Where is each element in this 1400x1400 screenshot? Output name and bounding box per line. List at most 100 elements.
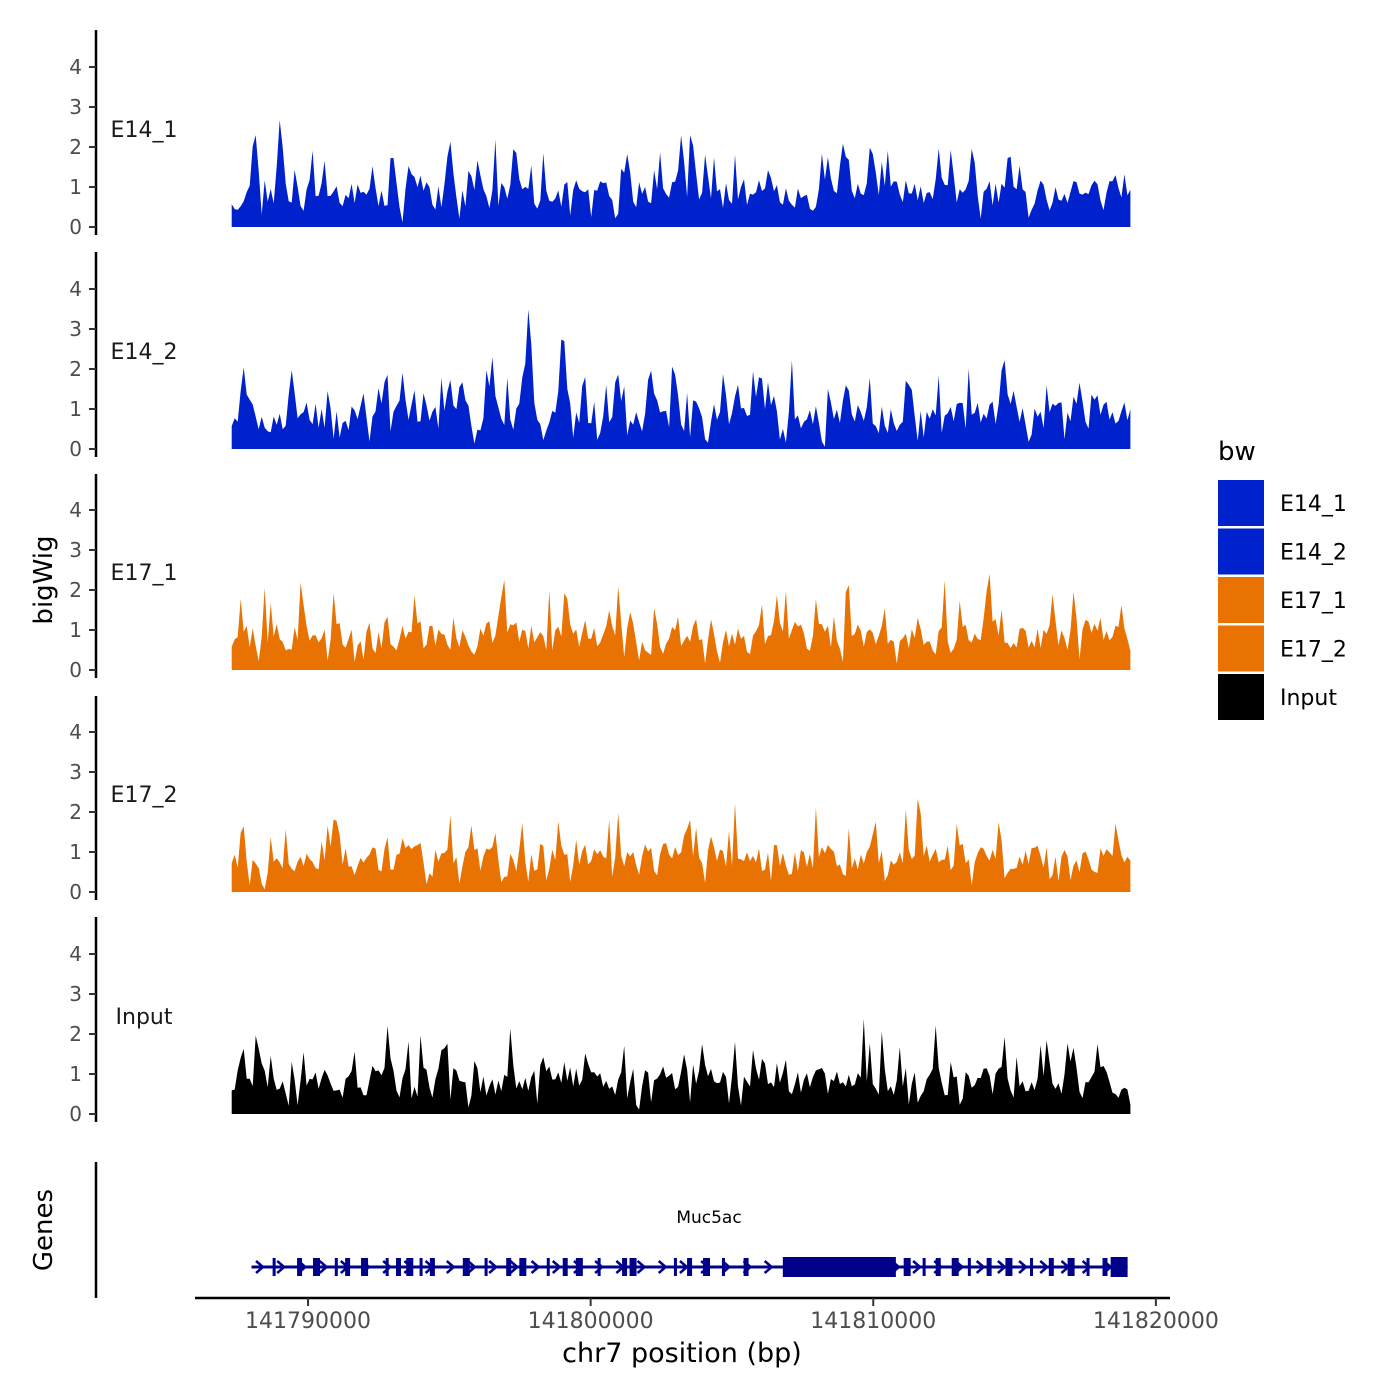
y-tick-label: 2 [69, 357, 82, 381]
gene-exon [1102, 1258, 1108, 1276]
gene-model [251, 1257, 1128, 1277]
gene-exon-terminal [1110, 1257, 1128, 1277]
tracks-group: 0 1 2 3 4 E14_1 0 1 2 3 4 E14_2 0 1 2 3 4 E17_1 0 1 2 3 4 E17_2… [69, 30, 1131, 1126]
y-tick-label: 0 [69, 1102, 82, 1126]
x-tick-label: 141800000 [528, 1309, 654, 1334]
legend-items: E14_1 E14_2 E17_1 E17_2 Input [1218, 480, 1347, 720]
strand-arrow [657, 1260, 668, 1274]
track-label: Input [116, 1005, 173, 1030]
gene-exon [687, 1258, 693, 1276]
x-axis: 141790000 141800000 141810000 141820000 chr… [195, 1296, 1219, 1369]
legend-label-E14_1: E14_1 [1280, 492, 1347, 517]
track-label: E17_2 [111, 783, 178, 808]
y-tick-label: 4 [69, 942, 82, 966]
legend-swatch-E14_2 [1218, 528, 1264, 575]
y-tick-label: 4 [69, 55, 82, 79]
gene-exon [951, 1258, 959, 1276]
track-E17_1: 0 1 2 3 4 E17_1 [69, 474, 1131, 682]
gene-exon [562, 1258, 568, 1276]
legend-title: bw [1218, 437, 1256, 467]
track-label: E14_2 [111, 340, 178, 365]
gene-exon [297, 1258, 303, 1276]
legend-swatch-Input [1218, 674, 1264, 720]
y-tick-label: 1 [69, 397, 82, 421]
strand-arrow [1018, 1260, 1028, 1274]
strand-arrow [509, 1260, 520, 1274]
y-tick-label: 1 [69, 175, 82, 199]
legend-label-E17_1: E17_1 [1280, 589, 1347, 614]
y-axis-label-genes: Genes [29, 1189, 59, 1271]
legend-swatch-E17_1 [1218, 577, 1264, 623]
gene-exon [721, 1258, 725, 1276]
gene-exon [1067, 1258, 1075, 1276]
gene-exon [1005, 1258, 1013, 1276]
strand-arrow [382, 1260, 393, 1274]
legend-label-E17_2: E17_2 [1280, 638, 1347, 663]
gene-exon [935, 1258, 941, 1276]
y-tick-label: 0 [69, 658, 82, 682]
signal-area-E17_1 [231, 573, 1131, 670]
strand-arrow [488, 1260, 499, 1274]
gene-exon [395, 1258, 401, 1276]
x-tick-label: 141790000 [245, 1309, 371, 1334]
y-tick-label: 4 [69, 720, 82, 744]
y-tick-label: 1 [69, 618, 82, 642]
y-tick-label: 2 [69, 800, 82, 824]
gene-exon [1048, 1258, 1054, 1276]
y-tick-label: 2 [69, 578, 82, 602]
legend-label-Input: Input [1280, 686, 1337, 711]
gene-label: Muc5ac [676, 1208, 741, 1228]
strand-arrow [255, 1260, 265, 1274]
track-E14_1: 0 1 2 3 4 E14_1 [69, 30, 1131, 239]
gene-exon [673, 1258, 677, 1276]
y-tick-label: 4 [69, 498, 82, 522]
y-tick-label: 3 [69, 760, 82, 784]
gene-exon [406, 1258, 414, 1276]
y-tick-label: 3 [69, 95, 82, 119]
track-label: E14_1 [111, 118, 178, 143]
strand-arrow [912, 1260, 922, 1274]
y-tick-label: 4 [69, 277, 82, 301]
gene-exon [629, 1258, 637, 1276]
gene-exon [313, 1258, 321, 1276]
gene-exon [1086, 1258, 1090, 1276]
gene-exon [986, 1258, 992, 1276]
y-tick-label: 0 [69, 215, 82, 239]
gene-exon [385, 1258, 389, 1276]
genes-track: Genes Muc5ac [29, 1162, 1128, 1298]
x-tick-label: 141810000 [810, 1309, 936, 1334]
track-E14_2: 0 1 2 3 4 E14_2 [69, 252, 1131, 461]
y-tick-label: 3 [69, 982, 82, 1006]
x-axis-label: chr7 position (bp) [562, 1338, 802, 1369]
strand-arrow [445, 1260, 456, 1274]
gene-exon [922, 1258, 926, 1276]
gene-exon [484, 1258, 488, 1276]
gene-exon [703, 1258, 711, 1276]
track-E17_2: 0 1 2 3 4 E17_2 [69, 696, 1131, 904]
signal-area-E14_1 [231, 120, 1131, 227]
gene-exon [546, 1258, 550, 1276]
strand-arrow [276, 1260, 287, 1274]
x-tick-label: 141820000 [1093, 1309, 1219, 1334]
gene-exon [462, 1258, 470, 1276]
gene-exon [967, 1258, 971, 1276]
gene-exon [903, 1258, 911, 1276]
gene-exon [506, 1258, 512, 1276]
track-label: E17_1 [111, 561, 178, 586]
strand-arrow [1081, 1260, 1092, 1274]
gene-exon [345, 1258, 351, 1276]
gene-exon [622, 1258, 628, 1276]
gene-exon [575, 1258, 583, 1276]
gene-exon [361, 1258, 369, 1276]
legend-swatch-E17_2 [1218, 625, 1264, 672]
strand-arrow [467, 1260, 477, 1274]
y-tick-label: 1 [69, 840, 82, 864]
strand-arrow [763, 1260, 774, 1274]
y-tick-label: 0 [69, 880, 82, 904]
y-axis-label-bigwig: bigWig [29, 535, 59, 624]
y-tick-label: 2 [69, 1022, 82, 1046]
y-tick-label: 3 [69, 538, 82, 562]
strand-arrow [551, 1260, 562, 1274]
signal-area-E17_2 [231, 798, 1131, 892]
strand-arrow [679, 1260, 689, 1274]
